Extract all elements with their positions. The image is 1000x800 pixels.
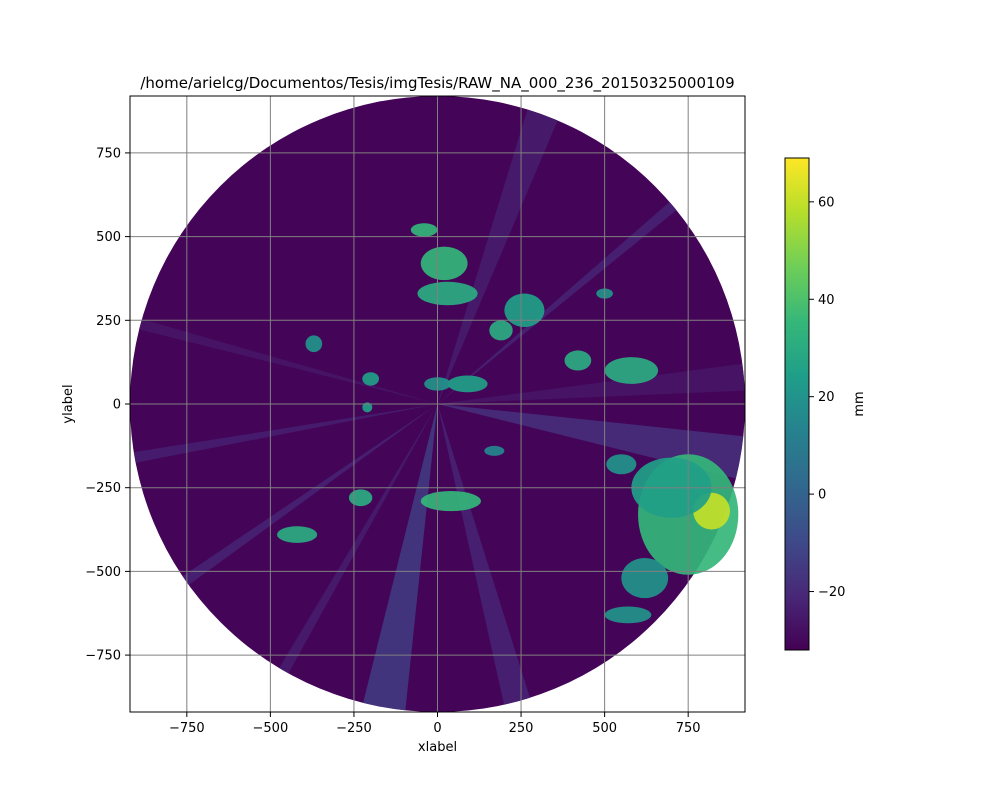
colorbar-gradient: [784, 157, 810, 651]
colorbar: −20 0 20 40 60 mm: [784, 157, 867, 651]
colorbar-tick-label: 40: [818, 293, 835, 308]
clutter-beam: [133, 404, 438, 463]
clutter-beam: [363, 404, 438, 711]
echo-cell: [504, 293, 545, 327]
x-tick-label: −250: [336, 721, 372, 736]
echo-cell: [420, 491, 481, 512]
y-axis-ticks: −750 −500 −250 0 250 500 750: [85, 146, 130, 664]
clutter-beam: [139, 319, 438, 404]
colorbar-tick-label: 0: [818, 488, 826, 503]
echo-cell: [305, 335, 323, 353]
colorbar-tick-label: −20: [818, 585, 845, 600]
echo-cell: [420, 246, 468, 281]
y-axis-label: ylabel: [61, 384, 76, 423]
chart-title: /home/arielcg/Documentos/Tesis/imgTesis/…: [140, 74, 734, 93]
y-tick-label: −250: [85, 481, 121, 496]
clutter-beam: [437, 363, 745, 404]
clutter-beam: [437, 201, 677, 404]
echo-cell: [417, 281, 478, 306]
grid-lines: [130, 96, 745, 712]
x-axis-ticks: −750 −500 −250 0 250 500 750: [169, 712, 701, 736]
echo-cell: [564, 350, 592, 371]
echo-cell: [362, 402, 373, 413]
clutter-beam: [437, 109, 558, 405]
echo-cell: [621, 558, 669, 599]
x-tick-label: 500: [592, 721, 617, 736]
x-tick-label: −750: [169, 721, 205, 736]
echo-cell: [606, 454, 637, 475]
y-tick-label: −750: [85, 649, 121, 664]
clutter-beam: [182, 404, 438, 586]
y-tick-label: −500: [85, 565, 121, 580]
clutter-beam: [279, 404, 438, 674]
colorbar-tick-label: 60: [818, 195, 835, 210]
colorbar-ticks: −20 0 20 40 60: [809, 195, 845, 600]
x-tick-label: 750: [676, 721, 701, 736]
y-tick-label: 750: [96, 146, 121, 161]
echo-cell: [447, 375, 488, 393]
colorbar-tick-label: 20: [818, 390, 835, 405]
echo-cell: [484, 445, 505, 456]
x-tick-label: 0: [433, 721, 441, 736]
x-axis-label: xlabel: [418, 740, 457, 755]
y-tick-label: 250: [96, 314, 121, 329]
echo-cell: [277, 526, 318, 543]
echo-cell: [604, 606, 652, 624]
echo-cell: [410, 223, 438, 237]
echo-cell: [604, 357, 659, 384]
echo-cell: [489, 320, 513, 341]
plot-area: −750 −500 −250 0 250 500 750 −750 −500 −250 0 250 5…: [85, 95, 746, 736]
y-tick-label: 500: [96, 230, 121, 245]
x-tick-label: −500: [253, 721, 289, 736]
x-tick-label: 250: [509, 721, 534, 736]
y-tick-label: 0: [113, 398, 121, 413]
echo-cell: [362, 372, 380, 386]
clutter-beam: [437, 404, 530, 705]
echo-cell: [348, 489, 373, 507]
colorbar-label: mm: [852, 391, 867, 416]
